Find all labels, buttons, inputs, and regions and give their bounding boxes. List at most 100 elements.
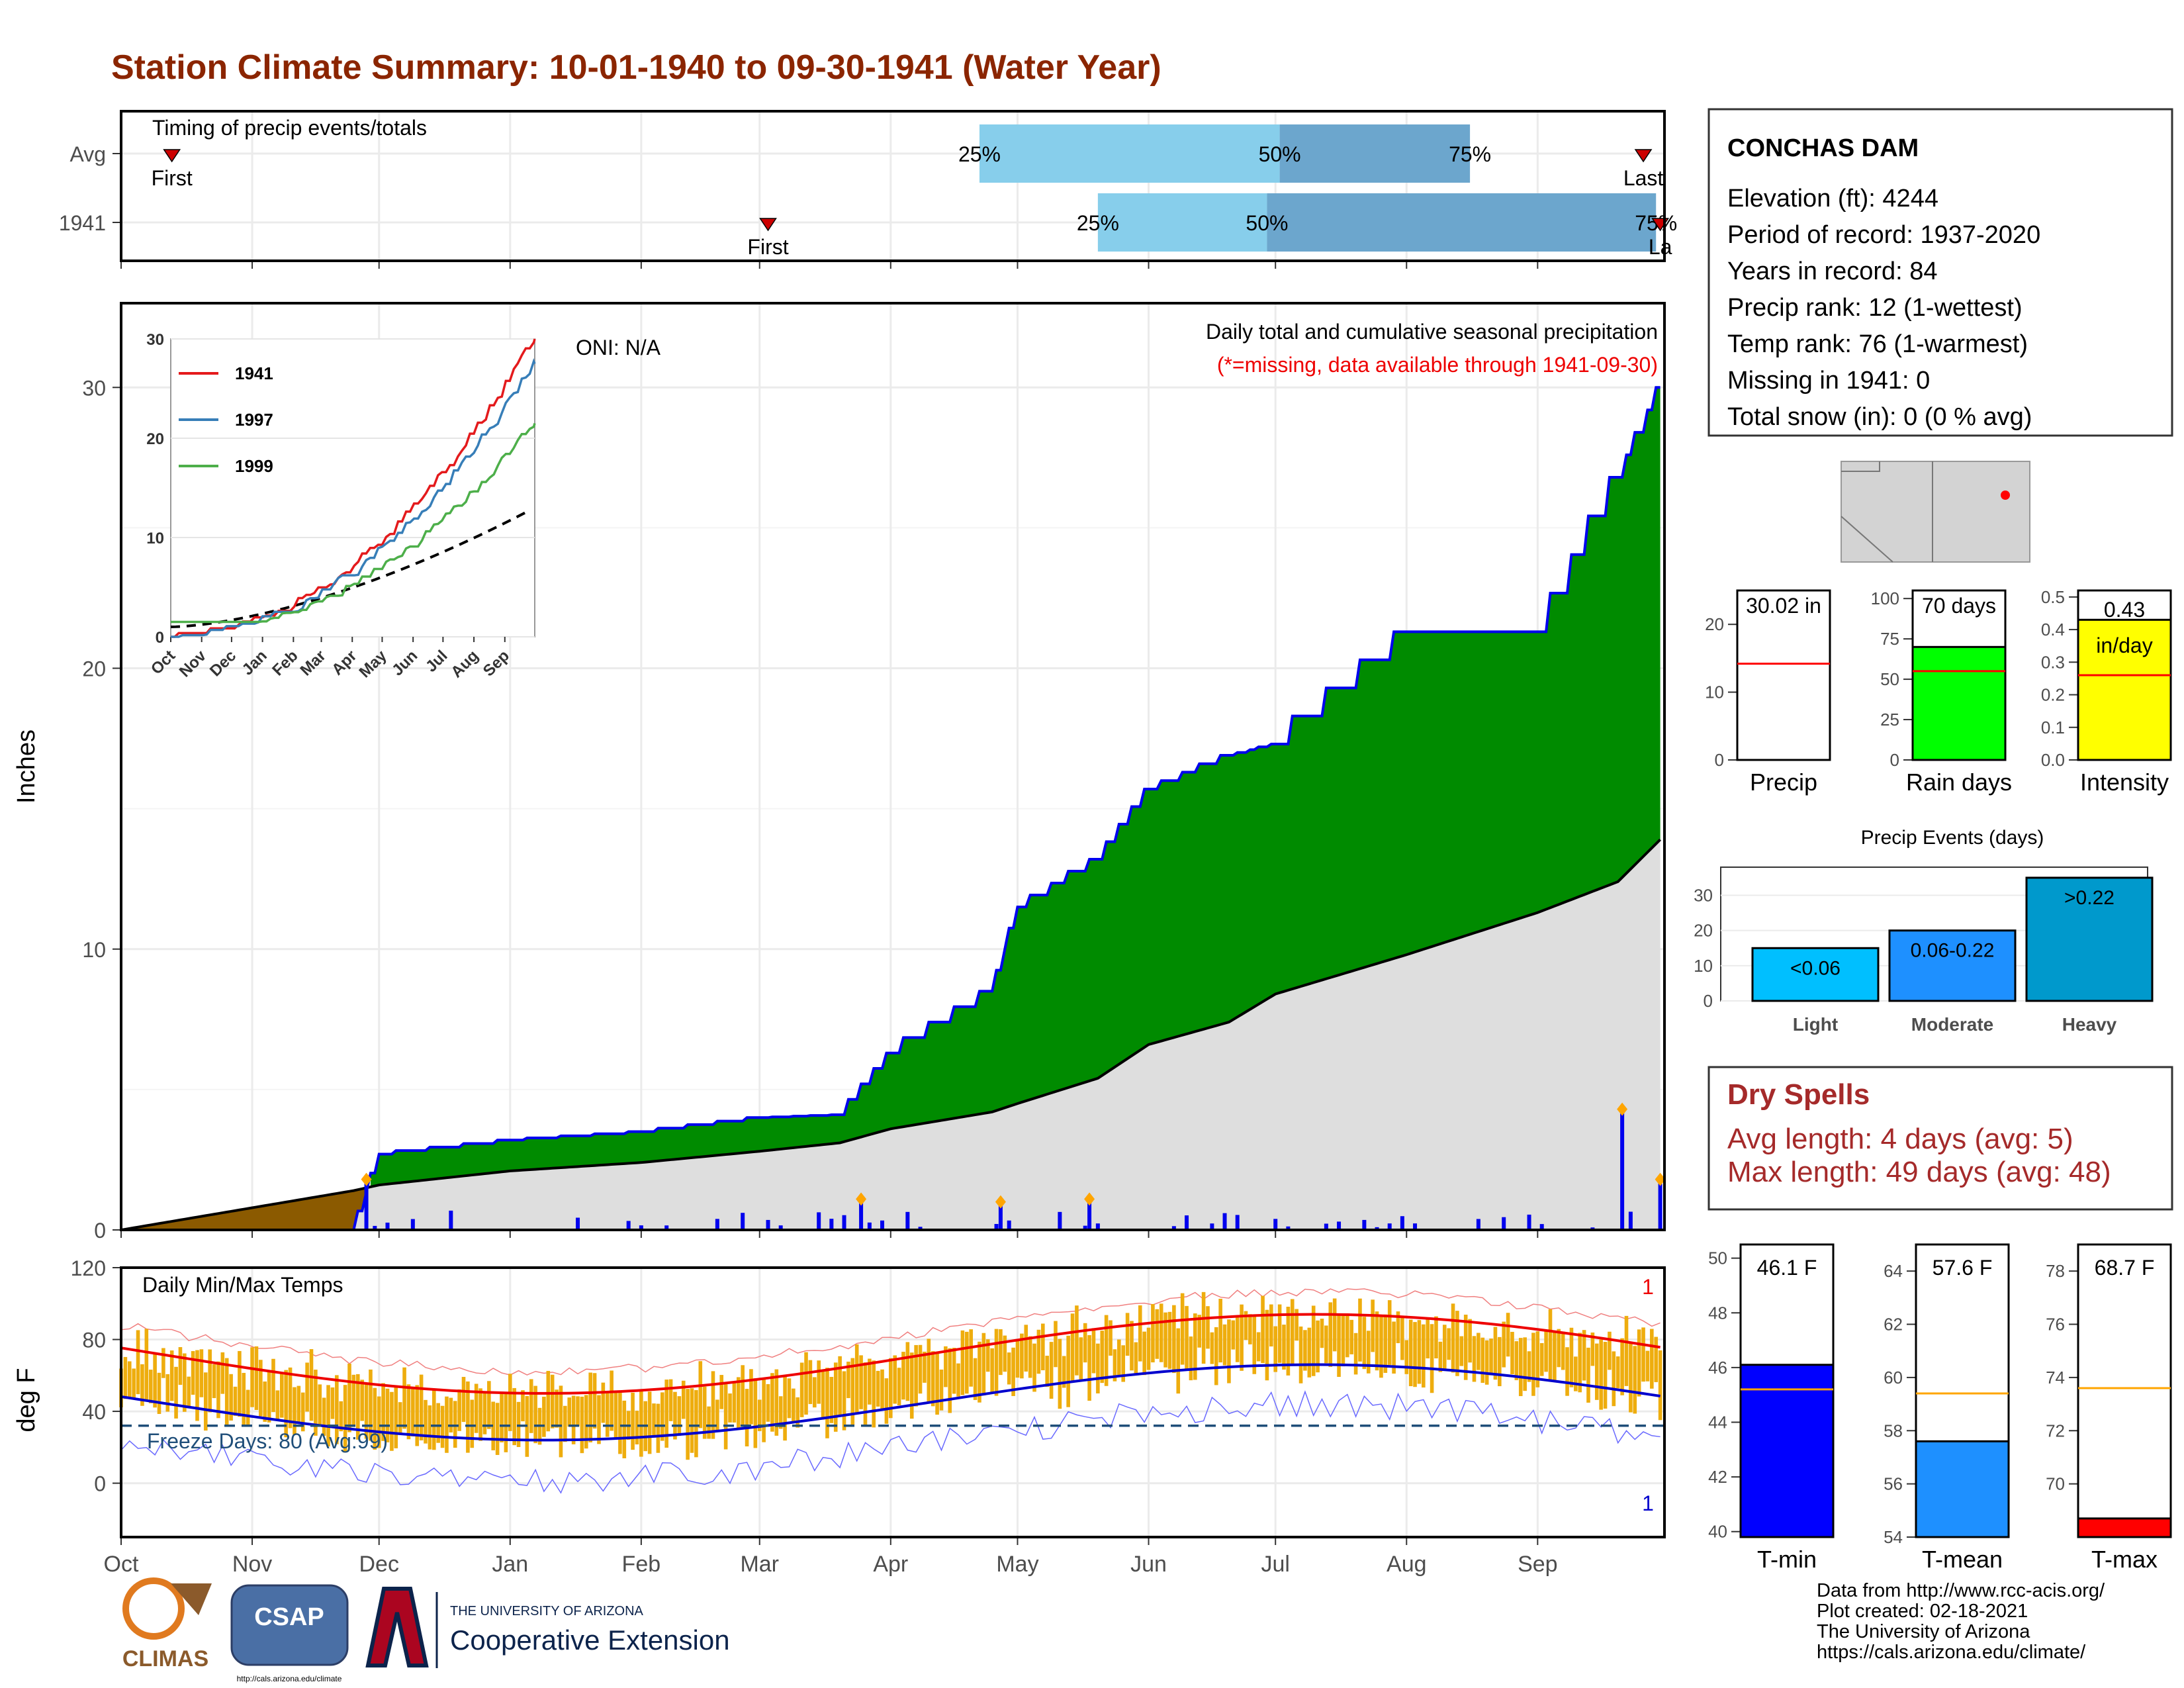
precip-daily-bar bbox=[664, 1225, 669, 1230]
temps-daily-bar bbox=[212, 1364, 216, 1399]
temps-daily-bar bbox=[792, 1388, 796, 1422]
station-frame bbox=[1707, 108, 2173, 437]
temps-daily-bar bbox=[728, 1393, 732, 1423]
temps-daily-bar bbox=[1422, 1324, 1426, 1388]
mini-ytick-label: 0.5 bbox=[2041, 587, 2065, 607]
temps-ytick-label: 120 bbox=[71, 1256, 106, 1280]
temps-panel-label: Daily Min/Max Temps bbox=[142, 1273, 343, 1297]
inset-series-line bbox=[171, 423, 536, 624]
temps-daily-bar bbox=[994, 1329, 999, 1396]
precip-daily-bar bbox=[859, 1199, 864, 1230]
temps-daily-bar bbox=[927, 1338, 931, 1403]
temps-daily-bar bbox=[1159, 1303, 1163, 1362]
temps-daily-bar bbox=[1383, 1314, 1388, 1373]
temps-daily-bar bbox=[973, 1358, 978, 1400]
temps-daily-bar bbox=[1548, 1309, 1553, 1381]
temps-daily-bar bbox=[1612, 1351, 1616, 1407]
temp-ytick-label: 70 bbox=[2046, 1474, 2065, 1494]
temps-daily-bar bbox=[347, 1364, 351, 1432]
temps-daily-bar bbox=[872, 1360, 876, 1428]
timing-first-marker bbox=[759, 218, 777, 232]
temps-daily-bar bbox=[1185, 1305, 1189, 1371]
mini-value-bar bbox=[2077, 618, 2172, 761]
temps-daily-bar bbox=[1227, 1319, 1231, 1383]
temps-daily-bar bbox=[981, 1333, 986, 1396]
temps-daily-bar bbox=[1316, 1320, 1320, 1373]
temps-daily-bar bbox=[1020, 1333, 1024, 1379]
temps-daily-bar bbox=[715, 1399, 719, 1432]
temps-daily-bar bbox=[457, 1389, 461, 1431]
temps-daily-bar bbox=[1455, 1311, 1459, 1376]
precip-cumulative-line bbox=[121, 386, 1661, 1231]
temps-daily-bar bbox=[677, 1396, 682, 1436]
temps-daily-bar bbox=[948, 1348, 952, 1413]
temps-daily-bar bbox=[707, 1406, 711, 1439]
temps-daily-bar bbox=[1463, 1315, 1468, 1380]
precip-daily-bar bbox=[1527, 1214, 1531, 1230]
timing-row-label: 1941 bbox=[59, 211, 106, 235]
temps-daily-bar bbox=[487, 1381, 491, 1429]
temps-daily-bar bbox=[1138, 1305, 1142, 1362]
temps-daily-bar bbox=[275, 1390, 280, 1421]
events-category-label: Heavy bbox=[2062, 1014, 2117, 1035]
temps-daily-bar bbox=[711, 1371, 715, 1439]
temps-daily-bar bbox=[1506, 1313, 1510, 1357]
temps-daily-bar bbox=[474, 1383, 478, 1433]
temps-daily-bar bbox=[1113, 1349, 1117, 1382]
temps-daily-bar bbox=[377, 1396, 381, 1448]
temp-ytick-label: 64 bbox=[1884, 1261, 1903, 1281]
temps-daily-bar bbox=[939, 1369, 944, 1411]
temps-daily-bar bbox=[749, 1369, 753, 1425]
temps-daily-bar bbox=[605, 1391, 610, 1437]
temps-daily-bar bbox=[259, 1360, 263, 1417]
month-label: Oct bbox=[104, 1552, 139, 1577]
timing-pct-label: 50% bbox=[1246, 211, 1288, 235]
temps-daily-bar bbox=[224, 1358, 229, 1427]
precip-daily-bar bbox=[880, 1220, 885, 1230]
precip-daily-bar bbox=[1171, 1226, 1176, 1230]
temps-daily-bar bbox=[1594, 1343, 1599, 1400]
temps-daily-bar bbox=[238, 1350, 242, 1417]
temps-daily-bar bbox=[610, 1370, 614, 1431]
timing-bar-25-50 bbox=[1097, 193, 1267, 252]
temps-daily-bar bbox=[1430, 1324, 1434, 1393]
precip-events-chart: Precip Events (days) 0 10 20 30 <0.06 Light 0.0… bbox=[1694, 827, 2154, 1035]
temps-rank-bottom: 1 bbox=[1642, 1491, 1654, 1515]
logos: CLIMAS CSAP http://cals.arizona.edu/climat… bbox=[122, 1577, 730, 1683]
events-bar-label: >0.22 bbox=[2064, 887, 2115, 909]
temps-daily-bar bbox=[1637, 1329, 1641, 1397]
precip-daily-bar bbox=[373, 1225, 377, 1230]
mini-category-label: Intensity bbox=[2080, 769, 2169, 796]
ua-logo-icon bbox=[365, 1587, 429, 1667]
inset-plot-area bbox=[170, 338, 535, 637]
temp-ytick-label: 48 bbox=[1708, 1303, 1727, 1323]
temps-daily-bar bbox=[1349, 1319, 1354, 1354]
temps-daily-bar bbox=[719, 1375, 724, 1409]
temps-daily-bar bbox=[1599, 1339, 1603, 1410]
temps-daily-bar bbox=[322, 1397, 326, 1436]
precip-event-marker bbox=[1655, 1172, 1666, 1186]
mini-value-bar bbox=[1736, 589, 1831, 761]
mini-value-label: 0.43 bbox=[2104, 598, 2145, 622]
precip-daily-bar bbox=[364, 1179, 369, 1230]
precip-daily-bar bbox=[1362, 1219, 1367, 1230]
temps-daily-bar bbox=[1290, 1299, 1295, 1365]
temps-daily-bar bbox=[330, 1387, 335, 1419]
temps-daily-bar bbox=[326, 1385, 330, 1447]
temps-daily-bar bbox=[398, 1402, 402, 1433]
temps-daily-bar bbox=[169, 1350, 174, 1401]
temps-daily-bar bbox=[529, 1379, 533, 1433]
temps-daily-bar bbox=[1658, 1350, 1662, 1421]
temps-daily-bar bbox=[1167, 1311, 1172, 1369]
temps-daily-bar bbox=[478, 1388, 482, 1441]
temps-daily-bar bbox=[250, 1347, 254, 1407]
mini-ytick-label: 100 bbox=[1871, 588, 1899, 608]
temps-daily-bar bbox=[153, 1354, 157, 1408]
temps-daily-bar bbox=[1197, 1315, 1202, 1348]
temps-daily-bar bbox=[1447, 1328, 1451, 1360]
dry-title: Dry Spells bbox=[1727, 1078, 1870, 1111]
temps-daily-bar bbox=[1493, 1327, 1498, 1380]
ua-logo-top-text: THE UNIVERSITY OF ARIZONA bbox=[450, 1604, 644, 1618]
temp-ytick-label: 50 bbox=[1708, 1248, 1727, 1268]
